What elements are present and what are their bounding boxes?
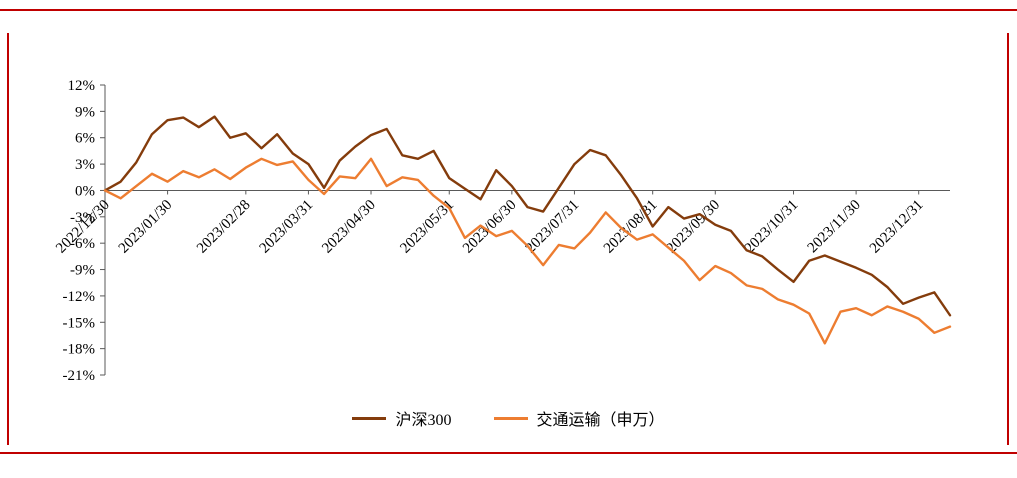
- x-tick-label: 2023/04/30: [319, 197, 379, 257]
- chart-legend: 沪深300 交通运输（申万）: [0, 406, 1017, 430]
- performance-line-chart: 12%9%6%3%0%-3%-6%-9%-12%-15%-18%-21%2022…: [53, 78, 952, 384]
- legend-label-hs300: 沪深300: [395, 412, 452, 429]
- legend-label-transport: 交通运输（申万）: [536, 412, 665, 429]
- x-tick-label: 2023/12/31: [867, 197, 927, 257]
- y-tick-label: 6%: [75, 131, 95, 147]
- x-tick-label: 2023/03/31: [257, 197, 317, 257]
- x-tick-label: 2023/09/30: [663, 197, 723, 257]
- x-tick-label: 2023/11/30: [805, 197, 864, 256]
- hs300-line-swatch: [352, 416, 387, 420]
- y-tick-label: -21%: [63, 368, 96, 384]
- y-tick-label: -9%: [70, 263, 95, 279]
- y-tick-label: -12%: [63, 289, 96, 305]
- transport-line-swatch: [493, 416, 528, 420]
- x-tick-label: 2023/10/31: [742, 197, 802, 257]
- frame-border-bottom: [0, 452, 1017, 454]
- series-line-1: [103, 157, 952, 345]
- y-tick-label: 9%: [75, 104, 95, 120]
- frame-border-top: [0, 9, 1017, 11]
- y-tick-label: 12%: [68, 78, 96, 94]
- x-tick-label: 2023/01/30: [116, 197, 176, 257]
- y-tick-label: -15%: [63, 315, 96, 331]
- y-tick-label: -18%: [63, 342, 96, 358]
- legend-item-transport: 交通运输（申万）: [493, 406, 665, 430]
- series-line-0: [103, 115, 952, 317]
- y-tick-label: 3%: [75, 157, 95, 173]
- x-tick-label: 2023/06/30: [460, 197, 520, 257]
- legend-item-hs300: 沪深300: [352, 406, 452, 430]
- y-tick-label: -3%: [70, 210, 95, 226]
- frame-border-left: [7, 33, 9, 445]
- y-tick-label: 0%: [75, 183, 95, 199]
- y-tick-label: -6%: [70, 236, 95, 252]
- frame-border-right: [1007, 33, 1009, 445]
- x-tick-label: 2023/02/28: [194, 197, 254, 257]
